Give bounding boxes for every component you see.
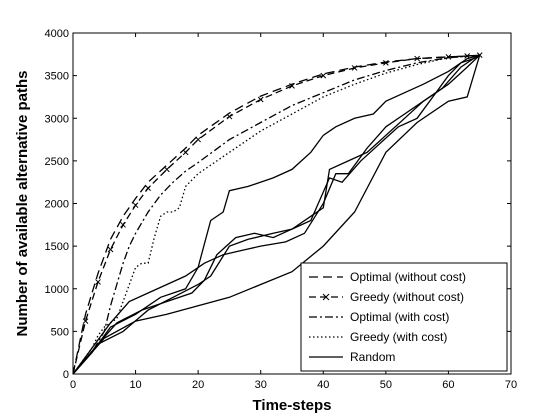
series-line-0 [72,54,480,375]
y-tick-label: 0 [63,369,69,381]
y-tick-label: 2500 [45,156,69,168]
x-tick-label: 20 [192,379,204,391]
legend-entry: Optimal (with cost) [309,310,449,324]
legend-label: Optimal (without cost) [350,270,466,284]
series-line-6 [72,54,480,375]
series-marker [195,136,201,143]
x-tick-label: 0 [70,379,76,391]
series-marker [322,293,330,301]
y-tick-label: 2000 [45,199,69,211]
legend-label: Random [350,350,395,364]
x-tick-label: 30 [255,379,267,391]
legend-label: Optimal (with cost) [350,310,449,324]
x-tick-label: 50 [380,379,392,391]
series-marker [132,202,139,209]
series-marker [145,185,151,192]
series-marker [226,113,233,120]
y-tick-label: 4000 [45,28,69,40]
legend-entry: Optimal (without cost) [309,270,466,284]
series-marker [182,149,189,156]
series-markers-1 [82,52,483,324]
legend-entry: Greedy (without cost) [309,290,464,304]
legend: Optimal (without cost) Greedy (without co… [300,262,508,372]
legend-box [300,262,508,372]
x-axis-title: Time-steps [253,397,332,414]
series-marker [320,72,327,79]
axis-ticks: 0 10 20 30 40 50 60 70 0 500 1000 1500 2000 2500 3000 3… [45,28,518,391]
legend-entry: Random [309,350,395,364]
y-tick-label: 3000 [45,113,69,125]
series-line-3 [72,54,480,375]
x-tick-label: 60 [442,379,454,391]
series-marker [82,318,89,324]
y-tick-label: 500 [51,326,69,338]
series-marker [107,246,114,253]
legend-entry: Greedy (with cost) [309,330,447,344]
x-tick-label: 40 [317,379,329,391]
x-tick-label: 10 [129,379,141,391]
chart-lines [72,52,483,375]
y-axis-title: Number of available alternative paths [14,71,31,337]
series-line-4 [72,55,481,375]
y-tick-label: 3500 [45,71,69,83]
series-line-1 [72,54,480,375]
series-marker [351,65,358,71]
series-line-2 [72,54,480,375]
series-marker [95,279,101,285]
series-marker [383,59,389,66]
x-tick-label: 70 [505,379,517,391]
legend-label: Greedy (without cost) [350,290,464,304]
series-marker [164,166,170,173]
series-marker [414,55,420,62]
legend-label: Greedy (with cost) [350,330,447,344]
series-line-8 [72,54,481,375]
y-tick-label: 1500 [45,241,69,253]
series-marker [289,83,295,89]
y-tick-label: 1000 [45,284,69,296]
series-marker [120,221,126,228]
series-marker [257,96,264,103]
